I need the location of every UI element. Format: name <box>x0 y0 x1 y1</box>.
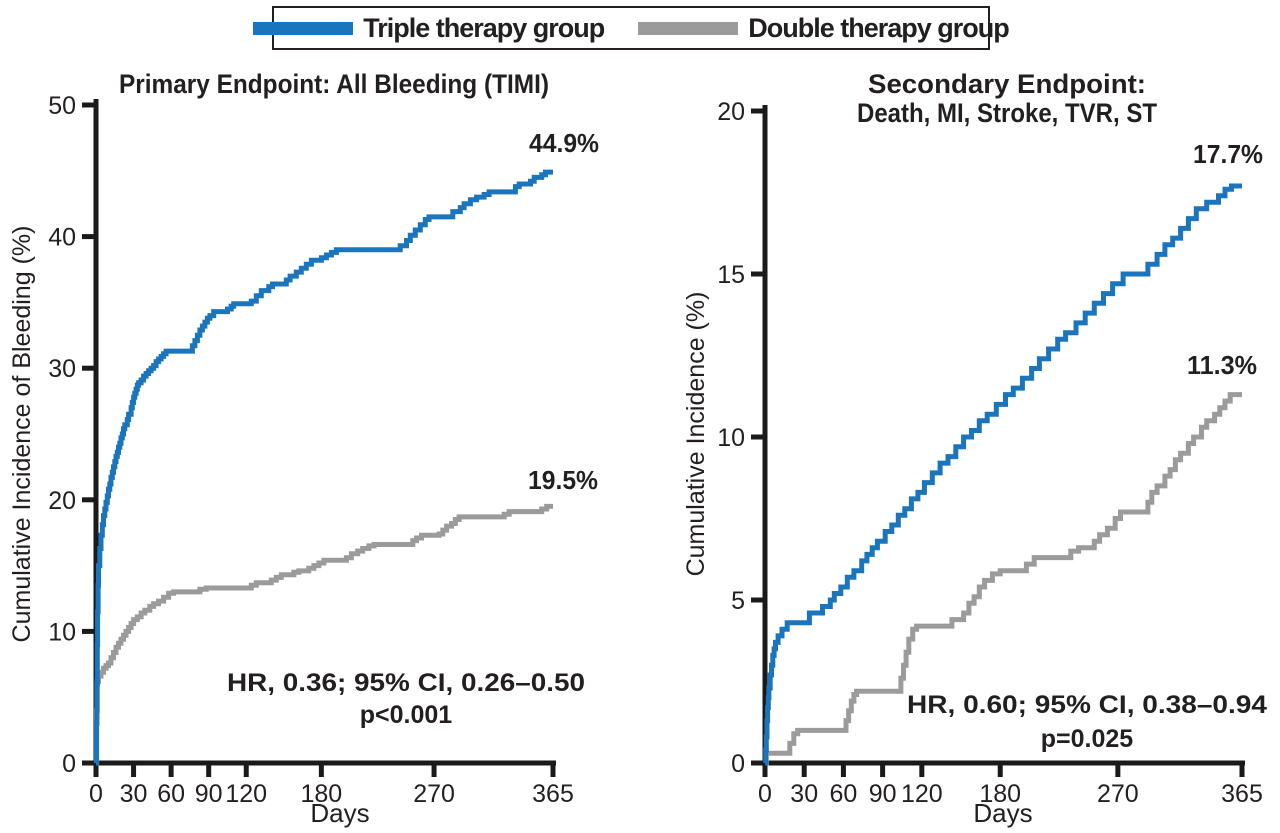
double-therapy-line-swatch <box>638 21 739 35</box>
secondary-curves <box>763 183 1242 766</box>
secondary-panel-title-line1: Secondary Endpoint: <box>868 69 1146 99</box>
primary-endpoint-panel: Primary Endpoint: All Bleeding (TIMI) Cu… <box>8 69 599 828</box>
secondary-double-end-label: 11.3% <box>1187 350 1257 380</box>
x-tick-label: 90 <box>195 780 223 808</box>
y-tick-label: 0 <box>731 750 745 778</box>
y-tick-label: 10 <box>717 424 745 452</box>
y-tick-label: 30 <box>48 355 76 383</box>
x-tick-label: 60 <box>830 780 858 808</box>
secondary-x-axis-label: Days <box>973 798 1032 828</box>
triple-therapy-line-swatch <box>253 21 354 35</box>
y-tick-label: 5 <box>731 587 745 615</box>
primary-panel-title: Primary Endpoint: All Bleeding (TIMI) <box>119 69 549 99</box>
secondary-panel-title-line2: Death, MI, Stroke, TVR, ST <box>857 98 1157 128</box>
primary-curves <box>94 169 553 766</box>
triple-therapy-curve <box>94 169 553 766</box>
double-therapy-curve <box>94 503 553 766</box>
x-tick-label: 0 <box>89 780 103 808</box>
x-tick-label: 60 <box>157 780 185 808</box>
triple-therapy-curve <box>763 183 1242 766</box>
legend-label-double-therapy: Double therapy group <box>748 12 1010 43</box>
x-tick-label: 180 <box>979 780 1021 808</box>
x-tick-label: 90 <box>869 780 897 808</box>
primary-double-end-label: 19.5% <box>528 465 598 495</box>
x-tick-label: 30 <box>790 780 818 808</box>
primary-x-axis-label: Days <box>310 798 369 828</box>
y-tick-label: 15 <box>717 261 745 289</box>
primary-hr-annotation: HR, 0.36; 95% CI, 0.26–0.50 <box>227 669 585 697</box>
y-tick-label: 10 <box>48 618 76 646</box>
legend-item-triple-therapy: Triple therapy group <box>253 12 605 44</box>
x-tick-label: 120 <box>225 780 267 808</box>
primary-axes: 0 10 20 30 40 50 0 30 60 90 120 180 270 365 <box>48 92 574 808</box>
x-tick-label: 270 <box>413 780 455 808</box>
x-tick-label: 0 <box>758 780 772 808</box>
primary-triple-end-label: 44.9% <box>529 128 599 158</box>
x-tick-label: 365 <box>532 780 574 808</box>
secondary-pvalue-annotation: p=0.025 <box>1041 725 1134 753</box>
y-tick-label: 20 <box>48 487 76 515</box>
y-tick-label: 40 <box>48 224 76 252</box>
x-tick-label: 30 <box>120 780 148 808</box>
legend: Triple therapy group Double therapy grou… <box>253 6 1010 50</box>
primary-pvalue-annotation: p<0.001 <box>360 701 453 729</box>
y-tick-label: 0 <box>62 750 76 778</box>
secondary-endpoint-panel: Secondary Endpoint: Death, MI, Stroke, T… <box>682 69 1267 828</box>
y-tick-label: 50 <box>48 92 76 120</box>
x-tick-label: 120 <box>901 780 943 808</box>
secondary-axes: 0 5 10 15 20 0 30 60 90 120 180 270 365 <box>717 98 1263 808</box>
secondary-triple-end-label: 17.7% <box>1193 139 1263 169</box>
legend-item-double-therapy: Double therapy group <box>638 12 1010 44</box>
y-tick-label: 20 <box>717 98 745 126</box>
x-tick-label: 270 <box>1097 780 1139 808</box>
secondary-hr-annotation: HR, 0.60; 95% CI, 0.38–0.94 <box>907 691 1267 719</box>
x-tick-label: 180 <box>301 780 343 808</box>
primary-y-axis-label: Cumulative Incidence of Bleeding (%) <box>8 226 36 643</box>
legend-label-triple-therapy: Triple therapy group <box>363 12 605 43</box>
double-therapy-curve <box>763 392 1242 766</box>
secondary-y-axis-label: Cumulative Incidence (%) <box>682 292 710 577</box>
x-tick-label: 365 <box>1221 780 1263 808</box>
